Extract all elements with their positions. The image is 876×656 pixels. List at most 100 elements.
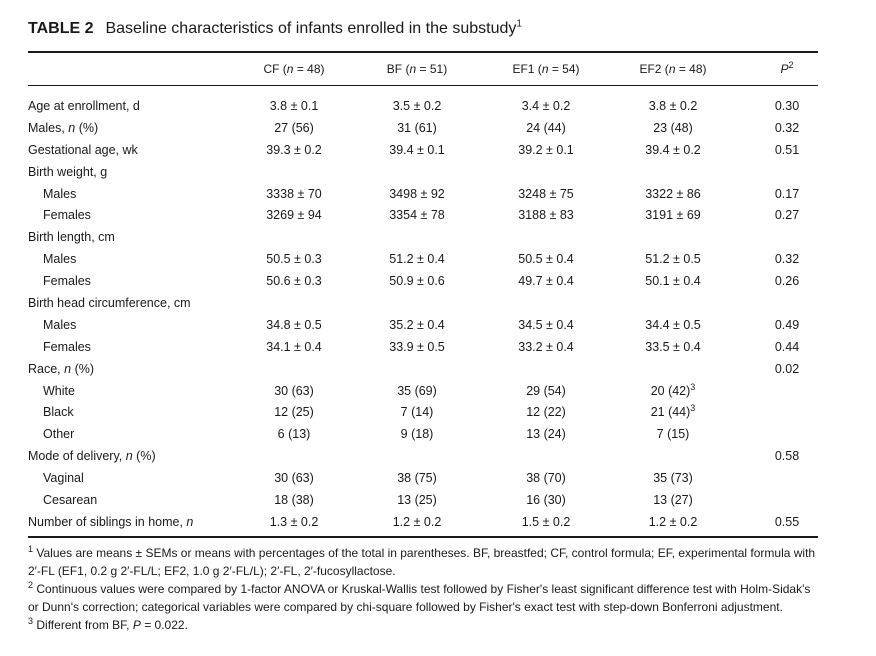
row-label: Males, n (%) <box>28 118 98 140</box>
row-label: Females <box>43 274 91 289</box>
table-cell: 3.8 ± 0.1 <box>269 99 319 113</box>
column-header-ef1: EF1 (n = 54) <box>512 62 579 76</box>
table-cell: 13 (25) <box>397 493 437 508</box>
footnote: 2 Continuous values were compared by 1-f… <box>28 580 818 616</box>
table-cell: 18 (38) <box>274 493 314 508</box>
table-cell: 35 (69) <box>397 383 437 398</box>
table-row: Number of siblings in home, n 1.3 ± 0.2 1.… <box>28 512 818 534</box>
table-row: Birth weight, g <box>28 162 818 184</box>
footnote: 1 Values are means ± SEMs or means with … <box>28 544 818 580</box>
table-row: Males 50.5 ± 0.3 51.2 ± 0.4 50.5 ± 0.4 51.2 … <box>28 249 818 271</box>
p-value-cell: 0.30 <box>774 99 800 113</box>
footnotes: 1 Values are means ± SEMs or means with … <box>28 544 818 634</box>
table-cell: 3188 ± 83 <box>518 208 574 223</box>
table-row: Females 3269 ± 94 3354 ± 78 3188 ± 83 3191 ±… <box>28 205 818 227</box>
p-value-cell: 0.49 <box>774 317 800 332</box>
row-label-italic: n <box>186 514 194 529</box>
table-cell: 3.4 ± 0.2 <box>521 99 571 113</box>
table-cell: 50.5 ± 0.4 <box>518 252 574 267</box>
row-label-italic: n <box>68 120 76 135</box>
table-cell: 29 (54) <box>526 383 566 398</box>
footnote-marker: 3 <box>28 616 34 626</box>
table-cell: 33.2 ± 0.4 <box>518 339 574 354</box>
table-row: White 30 (63) 35 (69) 29 (54) 20 (42)3 <box>28 381 818 403</box>
column-group-name: EF2 ( <box>639 62 669 76</box>
table-cell: 33.9 ± 0.5 <box>389 339 445 354</box>
cell-footnote-ref: 3 <box>690 381 696 392</box>
footnote-text: Different from BF, <box>36 618 133 632</box>
table-cell: 50.5 ± 0.3 <box>266 252 322 267</box>
footnote-italic: P <box>132 618 141 632</box>
table-cell: 1.5 ± 0.2 <box>521 514 571 529</box>
table-cell: 9 (18) <box>400 427 434 442</box>
row-label: Vaginal <box>43 471 84 486</box>
column-n-symbol: n <box>668 62 676 76</box>
row-label: Gestational age, wk <box>28 142 138 157</box>
column-header-cf: CF (n = 48) <box>263 62 324 76</box>
table-cell: 30 (63) <box>274 471 314 486</box>
table-cell: 33.5 ± 0.4 <box>645 339 701 354</box>
table-cell: 50.9 ± 0.6 <box>389 274 445 289</box>
column-n-symbol: n <box>286 62 294 76</box>
table-cell: 21 (44)3 <box>650 403 696 420</box>
row-label-text: Number of siblings in home, <box>28 514 187 529</box>
column-n-value: = 48) <box>675 62 707 76</box>
header-rule <box>28 85 818 86</box>
table-cell: 12 (25) <box>274 405 314 420</box>
title-footnote-ref: 1 <box>516 18 522 30</box>
table-cell: 34.4 ± 0.5 <box>645 317 701 332</box>
p-value-cell: 0.27 <box>774 208 800 223</box>
row-label: Mode of delivery, n (%) <box>28 446 156 468</box>
row-label-text: Race, <box>28 361 65 376</box>
table-cell: 38 (75) <box>397 471 437 486</box>
table-row: Males 3338 ± 70 3498 ± 92 3248 ± 75 3322 ± 8… <box>28 184 818 206</box>
table-header: CF (n = 48) BF (n = 51) EF1 (n = 54) EF2 (n… <box>28 60 818 80</box>
column-n-symbol: n <box>409 62 417 76</box>
table-cell: 39.3 ± 0.2 <box>266 142 322 157</box>
column-n-symbol: n <box>541 62 549 76</box>
table-title-text: Baseline characteristics of infants enro… <box>105 20 517 37</box>
row-label-text: (%) <box>132 449 156 464</box>
table-row: Females 50.6 ± 0.3 50.9 ± 0.6 49.7 ± 0.4 50.… <box>28 271 818 293</box>
table-cell: 7 (15) <box>656 427 690 442</box>
footnote-marker: 2 <box>28 580 34 590</box>
table-row: Gestational age, wk 39.3 ± 0.2 39.4 ± 0.1 3… <box>28 140 818 162</box>
p-value-cell: 0.58 <box>774 449 800 464</box>
row-label: Age at enrollment, d <box>28 99 140 113</box>
table-cell: 34.5 ± 0.4 <box>518 317 574 332</box>
column-n-value: = 51) <box>416 62 448 76</box>
table-cell: 13 (27) <box>653 493 693 508</box>
row-label: Males <box>43 186 77 201</box>
row-label-italic: n <box>125 449 133 464</box>
table-row: Age at enrollment, d 3.8 ± 0.1 3.5 ± 0.2 3.… <box>28 96 818 118</box>
column-header-p: P2 <box>780 60 794 77</box>
table-cell: 3248 ± 75 <box>518 186 574 201</box>
table-cell: 34.8 ± 0.5 <box>266 317 322 332</box>
p-footnote-ref: 2 <box>788 60 794 70</box>
table-label: TABLE 2 <box>28 20 94 37</box>
table-cell: 49.7 ± 0.4 <box>518 274 574 289</box>
footnote-text: = 0.022. <box>140 618 188 632</box>
table-body: Age at enrollment, d 3.8 ± 0.1 3.5 ± 0.2 3.… <box>28 96 818 534</box>
column-header-ef2: EF2 (n = 48) <box>639 62 706 76</box>
table-cell: 50.6 ± 0.3 <box>266 274 322 289</box>
bottom-rule <box>28 536 818 538</box>
footnote-text: Continuous values were compared by 1-fac… <box>28 582 811 614</box>
table-cell: 34.1 ± 0.4 <box>266 339 322 354</box>
table-cell: 51.2 ± 0.4 <box>389 252 445 267</box>
row-label: Females <box>43 208 91 223</box>
table-cell: 3.8 ± 0.2 <box>648 99 698 113</box>
table-cell: 23 (48) <box>653 120 693 135</box>
p-value-cell: 0.51 <box>774 142 800 157</box>
row-label: Cesarean <box>43 493 98 508</box>
table-cell: 31 (61) <box>397 120 437 135</box>
table-cell: 1.2 ± 0.2 <box>392 514 442 529</box>
table-cell: 3191 ± 69 <box>645 208 701 223</box>
table-cell: 3269 ± 94 <box>266 208 322 223</box>
table-cell: 3322 ± 86 <box>645 186 701 201</box>
table-row: Males, n (%) 27 (56) 31 (61) 24 (44) 23 (48)… <box>28 118 818 140</box>
p-value-cell: 0.32 <box>774 252 800 267</box>
table-cell: 39.2 ± 0.1 <box>518 142 574 157</box>
row-label: Males <box>43 252 77 267</box>
table-cell: 50.1 ± 0.4 <box>645 274 701 289</box>
